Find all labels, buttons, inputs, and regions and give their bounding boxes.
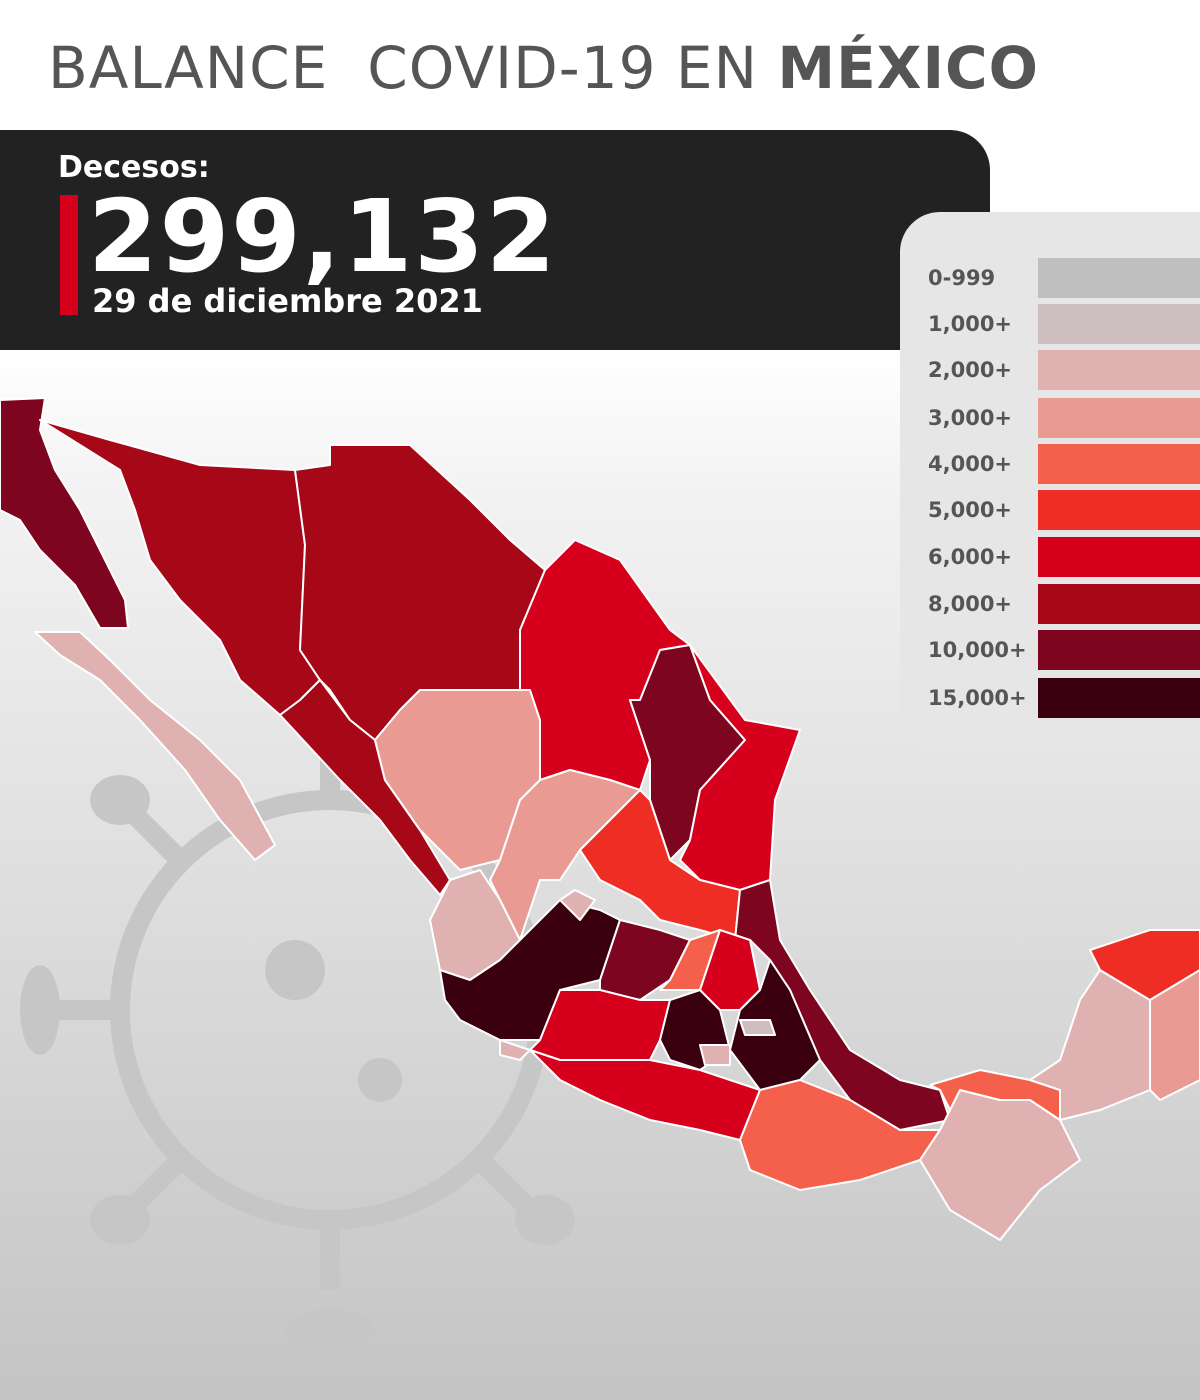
virus-dots [20,775,575,1350]
summary-panel [0,130,990,350]
legend-label: 10,000+ [928,638,1027,662]
legend-swatch [1038,258,1200,298]
state [34,631,276,861]
legend-label: 8,000+ [928,592,1013,616]
accent-bar [60,195,78,315]
legend-label: 4,000+ [928,452,1013,476]
legend-label: 1,000+ [928,312,1013,336]
legend-swatch [1038,490,1200,530]
title: BALANCE COVID-19 EN MÉXICO [48,34,1168,102]
map [0,397,1200,1241]
state [734,879,951,1131]
legend-swatch [1038,304,1200,344]
state [729,959,821,1091]
legend-swatch [1038,630,1200,670]
title-bold: MÉXICO [777,34,1039,102]
title-text: BALANCE COVID-19 EN [48,34,758,102]
legend-swatch [1038,350,1200,390]
deaths-date: 29 de diciembre 2021 [92,282,483,320]
state [559,889,596,921]
legend-swatch [1038,678,1200,718]
legend-label: 2,000+ [928,358,1013,382]
state [699,1044,731,1066]
state [1089,929,1200,1001]
legend-swatch [1038,584,1200,624]
state [599,919,691,1001]
legend-swatch [1038,444,1200,484]
state [579,789,741,941]
legend-label: 0-999 [928,266,996,290]
legend-label: 3,000+ [928,406,1013,430]
state [489,769,641,941]
state [0,397,129,629]
deaths-label: Decesos: [58,150,210,185]
state [929,1069,1061,1121]
state [1149,969,1200,1101]
legend-swatch [1038,398,1200,438]
legend-swatch [1038,537,1200,577]
legend-label: 6,000+ [928,545,1013,569]
legend-label: 5,000+ [928,498,1013,522]
state [499,1039,531,1061]
state [519,539,691,791]
deaths-value: 299,132 [88,178,558,295]
state [739,1019,776,1036]
legend-label: 15,000+ [928,686,1027,710]
